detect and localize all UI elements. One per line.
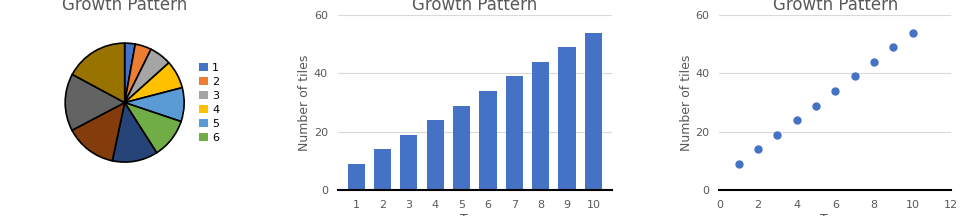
Wedge shape xyxy=(125,88,185,122)
Wedge shape xyxy=(125,49,169,103)
Point xyxy=(751,148,766,151)
Point xyxy=(770,133,785,137)
Wedge shape xyxy=(72,43,125,103)
Y-axis label: Number of tiles: Number of tiles xyxy=(679,54,693,151)
Bar xyxy=(585,33,602,190)
Legend: 1, 2, 3, 4, 5, 6: 1, 2, 3, 4, 5, 6 xyxy=(197,60,222,145)
Point xyxy=(905,31,921,34)
Point xyxy=(867,60,882,64)
X-axis label: Term: Term xyxy=(459,213,490,216)
Point xyxy=(808,104,824,107)
Point xyxy=(886,46,901,49)
Wedge shape xyxy=(125,103,181,153)
Bar xyxy=(401,135,417,190)
Wedge shape xyxy=(125,63,183,103)
Title: Growth Pattern: Growth Pattern xyxy=(773,0,898,14)
Wedge shape xyxy=(125,44,151,103)
Bar xyxy=(453,105,470,190)
Wedge shape xyxy=(65,74,125,130)
Point xyxy=(731,162,747,165)
Bar xyxy=(505,76,523,190)
Bar xyxy=(532,62,550,190)
Point xyxy=(847,75,862,78)
X-axis label: Term: Term xyxy=(820,213,850,216)
Bar xyxy=(558,47,576,190)
Wedge shape xyxy=(125,43,136,103)
Bar xyxy=(480,91,497,190)
Point xyxy=(827,89,843,93)
Bar xyxy=(348,164,364,190)
Y-axis label: Number of tiles: Number of tiles xyxy=(298,54,311,151)
Wedge shape xyxy=(112,103,157,162)
Bar xyxy=(427,120,444,190)
Point xyxy=(789,118,804,122)
Wedge shape xyxy=(72,103,125,161)
Title: Growth Pattern: Growth Pattern xyxy=(412,0,537,14)
Title: Growth Pattern: Growth Pattern xyxy=(62,0,187,14)
Bar xyxy=(374,149,391,190)
